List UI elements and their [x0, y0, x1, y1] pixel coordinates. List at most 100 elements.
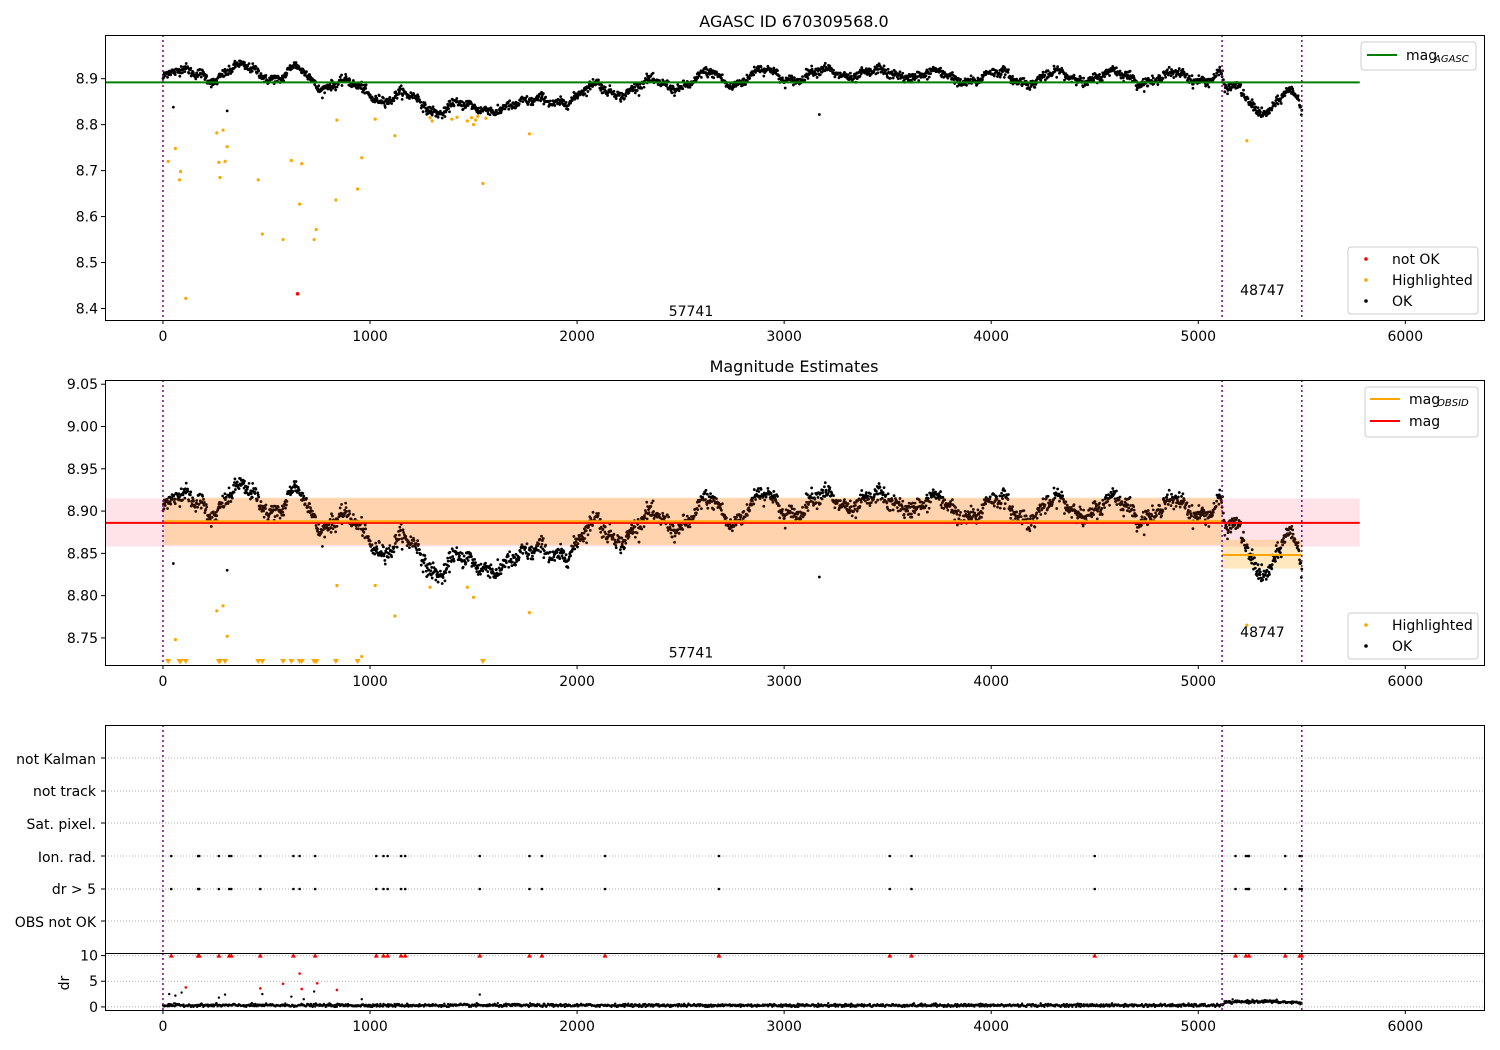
ok-point — [850, 514, 854, 518]
ok-point — [810, 64, 814, 68]
x-tick-label: 3000 — [766, 329, 802, 345]
highlighted-point — [218, 175, 222, 180]
highlighted-point — [223, 159, 227, 164]
ok-point — [748, 509, 752, 512]
ok-point — [614, 543, 618, 547]
ok-point — [1223, 533, 1227, 537]
ok-point — [925, 510, 929, 514]
ok-point — [576, 94, 580, 98]
ok-point — [1182, 71, 1186, 75]
ok-point — [430, 107, 434, 111]
ok-point — [331, 514, 334, 518]
ok-point — [576, 542, 580, 546]
ok-point — [460, 552, 464, 555]
ok-point — [849, 505, 853, 508]
ok-point — [1250, 98, 1254, 102]
ok-point — [859, 500, 863, 504]
ok-point — [416, 539, 420, 543]
ok-point — [422, 561, 426, 565]
ok-point — [881, 491, 885, 494]
ok-point — [573, 97, 577, 101]
ok-point — [199, 506, 203, 510]
ok-point — [860, 66, 864, 69]
ok-point — [1273, 104, 1277, 108]
ok-point — [1178, 505, 1182, 509]
ok-point — [462, 554, 466, 558]
ok-point — [297, 488, 301, 492]
ok-point — [692, 515, 696, 518]
ok-point — [1028, 517, 1032, 521]
ok-point — [1160, 514, 1163, 518]
ok-point — [872, 497, 875, 501]
ok-point — [262, 509, 266, 513]
ok-point — [335, 524, 339, 528]
ok-point — [853, 507, 857, 511]
ok-point — [555, 550, 559, 554]
ok-point — [251, 62, 255, 66]
legend-mag-agasc-subscript: AGASC — [1433, 54, 1469, 65]
ok-point — [1078, 505, 1082, 509]
ok-point — [205, 505, 209, 509]
ok-point — [813, 497, 817, 501]
ok-point — [771, 500, 775, 504]
ok-point — [423, 554, 427, 557]
ok-point — [210, 515, 214, 519]
ok-point — [1225, 525, 1229, 529]
ok-point — [603, 525, 607, 529]
ok-point — [712, 508, 716, 511]
ok-point — [781, 76, 784, 80]
ok-point — [363, 523, 367, 527]
ok-point — [417, 542, 420, 546]
ok-point — [854, 516, 858, 520]
ok-point — [291, 490, 295, 493]
ok-point — [1006, 70, 1010, 74]
ok-point — [1244, 549, 1248, 553]
ok-point — [606, 540, 609, 544]
ok-point — [340, 73, 343, 77]
ok-point — [431, 561, 435, 565]
ok-point — [1211, 513, 1214, 517]
ok-point — [764, 495, 768, 499]
ok-point — [394, 533, 398, 537]
ok-point — [976, 508, 980, 512]
ok-point — [559, 95, 563, 99]
ok-point — [1118, 69, 1122, 73]
ok-point — [821, 488, 825, 492]
ok-point — [1022, 77, 1026, 80]
ok-point — [259, 500, 263, 503]
highlighted-point — [177, 178, 182, 182]
ok-point — [530, 545, 533, 549]
ok-point — [715, 497, 718, 501]
ok-point — [946, 508, 950, 512]
ok-point — [1117, 498, 1121, 502]
ok-point — [612, 89, 616, 93]
ok-point — [344, 501, 348, 505]
ok-point — [931, 488, 935, 492]
ok-point — [891, 76, 895, 80]
ok-point — [375, 547, 379, 551]
ok-point — [1033, 525, 1037, 529]
ok-point — [627, 91, 631, 94]
ok-point — [751, 499, 754, 503]
y-tick-label: 8.9 — [76, 72, 98, 88]
ok-point — [194, 509, 198, 513]
ok-point — [1024, 514, 1028, 518]
ok-point — [892, 494, 896, 497]
ok-point — [1191, 527, 1195, 531]
ok-point — [1217, 73, 1221, 77]
ok-point — [619, 99, 623, 103]
ok-point — [489, 563, 493, 567]
ok-point — [748, 76, 752, 80]
ok-point — [1002, 75, 1006, 79]
ok-point — [818, 502, 822, 506]
ok-point — [451, 555, 455, 558]
ok-point — [973, 511, 977, 515]
ok-point — [1140, 523, 1143, 527]
ok-point — [783, 86, 787, 90]
ok-point — [594, 82, 598, 86]
ok-point — [336, 83, 340, 86]
ok-point — [227, 64, 231, 68]
ok-point — [544, 95, 548, 99]
ok-point — [264, 73, 268, 77]
ok-point — [243, 479, 246, 483]
